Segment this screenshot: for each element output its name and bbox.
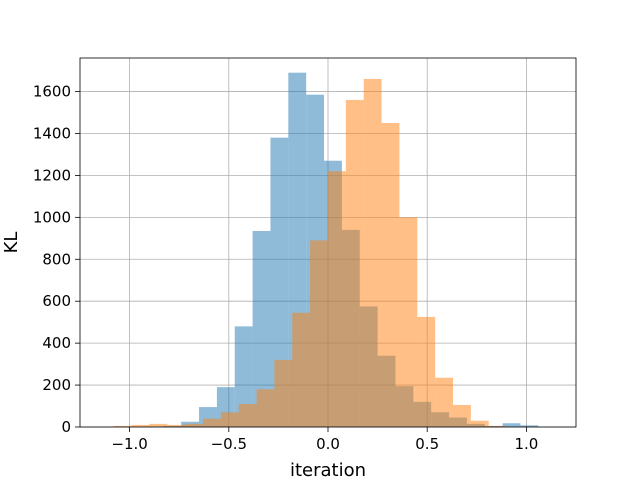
histogram-bar-series-2 xyxy=(452,404,471,427)
x-tick-label: −0.5 xyxy=(211,435,247,453)
y-tick-label: 400 xyxy=(42,334,71,352)
histogram-bar-series-2 xyxy=(435,377,453,427)
y-tick-label: 0 xyxy=(61,418,71,436)
histogram-bar-series-2 xyxy=(113,425,132,427)
histogram-bar-series-2 xyxy=(167,424,186,427)
x-tick-label: 0.5 xyxy=(415,435,439,453)
y-tick-label: 1000 xyxy=(33,208,71,226)
histogram-bar-series-1 xyxy=(520,425,539,427)
histogram-bar-series-2 xyxy=(381,122,400,427)
histogram-bar-series-2 xyxy=(470,420,489,427)
histogram-bar-series-2 xyxy=(345,99,364,427)
histogram-bar-series-2 xyxy=(203,418,221,427)
y-axis-label: KL xyxy=(1,232,22,254)
histogram-bar-series-2 xyxy=(274,359,293,427)
histogram-bar-series-1 xyxy=(502,423,521,427)
histogram-bar-series-2 xyxy=(238,403,257,427)
histogram-bar-series-2 xyxy=(292,312,311,427)
histogram-bar-series-2 xyxy=(149,423,168,427)
histogram-bar-series-2 xyxy=(417,316,436,427)
histogram-bar-series-2 xyxy=(185,423,204,427)
axis-ticks: −1.0 −0.5 0.0 0.5 1.0 0 200 400 600 800 1000 1200 14… xyxy=(33,83,539,453)
y-tick-label: 1400 xyxy=(33,124,71,142)
histogram-bar-series-1 xyxy=(270,137,289,427)
y-tick-label: 600 xyxy=(42,292,71,310)
histogram-bar-series-2 xyxy=(363,78,382,427)
histogram-bar-series-1 xyxy=(252,230,271,427)
x-tick-label: −1.0 xyxy=(111,435,147,453)
y-tick-label: 200 xyxy=(42,376,71,394)
x-tick-label: 1.0 xyxy=(514,435,538,453)
histogram-bar-series-2 xyxy=(328,171,346,427)
histogram-bar-series-2 xyxy=(310,240,328,427)
y-tick-label: 1600 xyxy=(33,83,71,101)
y-tick-label: 1200 xyxy=(33,166,71,184)
histogram-bar-series-2 xyxy=(256,389,275,427)
histogram-bar-series-2 xyxy=(220,412,239,427)
histogram-bar-series-2 xyxy=(399,217,418,427)
x-axis-label: iteration xyxy=(290,460,366,480)
y-tick-label: 800 xyxy=(42,250,71,268)
histogram-bar-series-1 xyxy=(234,326,253,427)
x-tick-label: 0.0 xyxy=(316,435,340,453)
histogram-bar-series-2 xyxy=(488,425,507,427)
histogram-bars xyxy=(113,72,539,427)
histogram-bar-series-2 xyxy=(131,424,150,427)
